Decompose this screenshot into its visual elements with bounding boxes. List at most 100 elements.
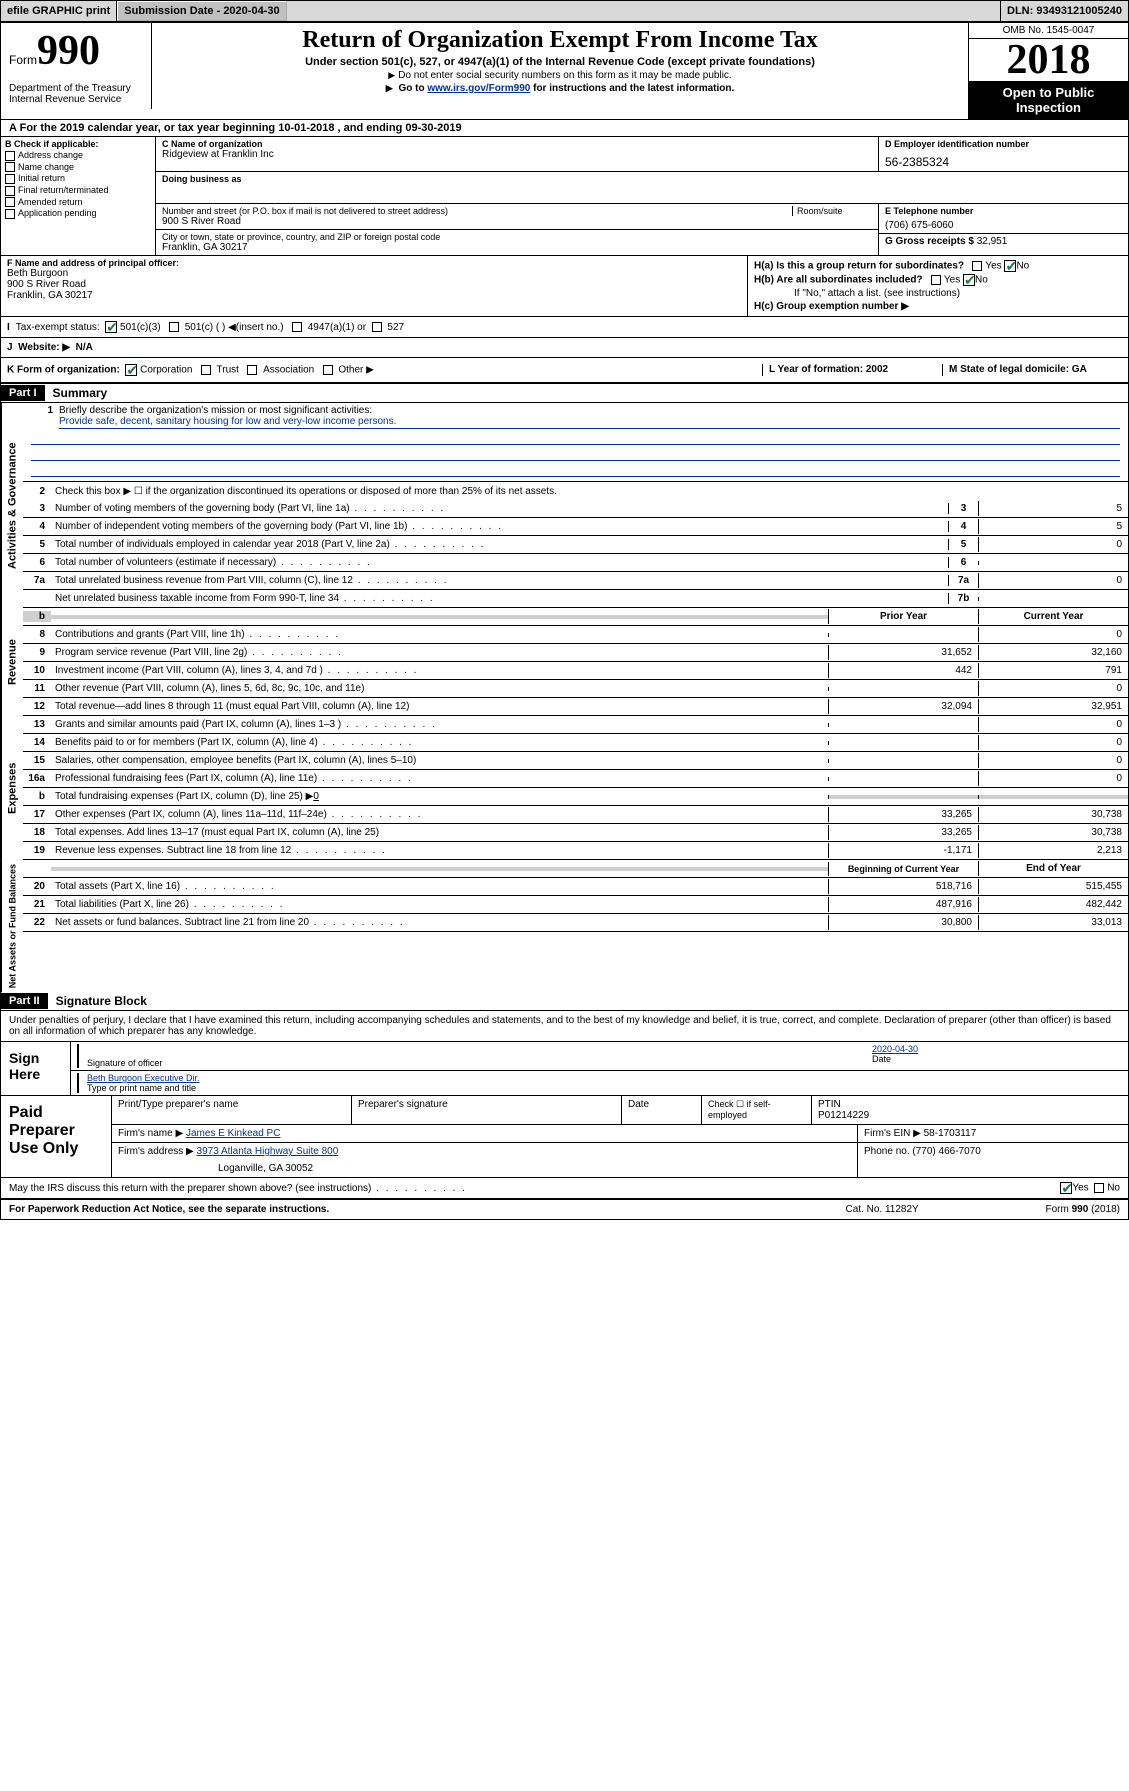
prep-h1: Print/Type preparer's name bbox=[112, 1096, 352, 1124]
section-b-row: B Check if applicable: Address change Na… bbox=[1, 137, 1128, 256]
line6: Total number of volunteers (estimate if … bbox=[51, 555, 948, 570]
ha-line: H(a) Is this a group return for subordin… bbox=[754, 260, 1122, 272]
tax-exempt-row: I Tax-exempt status: 501(c)(3) 501(c) ( … bbox=[1, 317, 1128, 338]
tax-exempt-lbl: Tax-exempt status: bbox=[16, 322, 100, 333]
firm-ein-cell: Firm's EIN ▶ 58-1703117 bbox=[858, 1125, 1128, 1142]
gross-box: G Gross receipts $ 32,951 bbox=[879, 234, 1128, 249]
b-label: B Check if applicable: bbox=[5, 139, 151, 149]
officer-addr2: Franklin, GA 30217 bbox=[7, 290, 741, 301]
form-990-page: efile GRAPHIC print Submission Date - 20… bbox=[0, 0, 1129, 1220]
chk-corp[interactable] bbox=[125, 364, 137, 376]
addr-row: Number and street (or P.O. box if mail i… bbox=[156, 204, 1128, 255]
addr-right: E Telephone number (706) 675-6060 G Gros… bbox=[878, 204, 1128, 255]
efile-text[interactable]: efile GRAPHIC print bbox=[7, 5, 110, 17]
chk-final[interactable]: Final return/terminated bbox=[5, 185, 151, 196]
chk-assoc[interactable] bbox=[247, 365, 257, 375]
state-domicile: M State of legal domicile: GA bbox=[942, 364, 1122, 376]
chk-address[interactable]: Address change bbox=[5, 150, 151, 161]
part1-title: Summary bbox=[45, 384, 116, 402]
chk-trust[interactable] bbox=[201, 365, 211, 375]
chk-discuss-no[interactable] bbox=[1094, 1183, 1104, 1193]
mission-text: Provide safe, decent, sanitary housing f… bbox=[59, 416, 1120, 429]
chk-501c3[interactable] bbox=[105, 321, 117, 333]
sign-here-row: Sign Here Signature of officer2020-04-30… bbox=[1, 1042, 1128, 1096]
prep-h2: Preparer's signature bbox=[352, 1096, 622, 1124]
discuss-row: May the IRS discuss this return with the… bbox=[1, 1178, 1128, 1200]
hdr-end: End of Year bbox=[978, 861, 1128, 876]
street-val: 900 S River Road bbox=[162, 216, 872, 227]
firm-name-cell: Firm's name ▶ James E Kinkead PC bbox=[112, 1125, 858, 1142]
ein-val: 56-2385324 bbox=[885, 155, 1122, 169]
hb-line: H(b) Are all subordinates included? Yes … bbox=[754, 274, 1122, 286]
officer-lbl: F Name and address of principal officer: bbox=[7, 258, 741, 268]
expenses-section: Expenses 13Grants and similar amounts pa… bbox=[1, 716, 1128, 860]
dln-label: DLN: 93493121005240 bbox=[1000, 1, 1128, 21]
declaration-text: Under penalties of perjury, I declare th… bbox=[1, 1011, 1128, 1042]
org-name: Ridgeview at Franklin Inc bbox=[162, 149, 872, 160]
chk-discuss-yes[interactable] bbox=[1060, 1182, 1072, 1194]
val4: 5 bbox=[978, 519, 1128, 534]
form-number: 990 bbox=[37, 28, 100, 74]
chk-namechange[interactable]: Name change bbox=[5, 162, 151, 173]
gross-lbl: G Gross receipts $ bbox=[885, 236, 977, 247]
part2-badge: Part II bbox=[1, 993, 48, 1009]
k-left: K Form of organization: Corporation Trus… bbox=[7, 364, 762, 376]
side-governance: Activities & Governance bbox=[1, 403, 23, 608]
form990-link[interactable]: www.irs.gov/Form990 bbox=[427, 83, 530, 94]
chk-other[interactable] bbox=[323, 365, 333, 375]
open-inspection: Open to Public Inspection bbox=[969, 81, 1128, 119]
tel-box: E Telephone number (706) 675-6060 bbox=[879, 204, 1128, 234]
preparer-row: Paid Preparer Use Only Print/Type prepar… bbox=[1, 1096, 1128, 1178]
group-return-box: H(a) Is this a group return for subordin… bbox=[748, 256, 1128, 316]
chk-4947[interactable] bbox=[292, 322, 302, 332]
mission-block: 1Briefly describe the organization's mis… bbox=[23, 403, 1128, 482]
website-val: N/A bbox=[76, 342, 93, 353]
val7a: 0 bbox=[978, 573, 1128, 588]
chk-527[interactable] bbox=[372, 322, 382, 332]
part1-header: Part I Summary bbox=[1, 384, 1128, 403]
chk-pending[interactable]: Application pending bbox=[5, 208, 151, 219]
efile-label: efile GRAPHIC print bbox=[1, 1, 117, 21]
footer-left: For Paperwork Reduction Act Notice, see … bbox=[9, 1204, 846, 1215]
hdr-beg: Beginning of Current Year bbox=[828, 862, 978, 876]
val6 bbox=[978, 561, 1128, 565]
topbar: efile GRAPHIC print Submission Date - 20… bbox=[1, 1, 1128, 23]
line5: Total number of individuals employed in … bbox=[51, 537, 948, 552]
form-org-row: K Form of organization: Corporation Trus… bbox=[1, 358, 1128, 384]
side-revenue: Revenue bbox=[1, 608, 23, 716]
year-formation: L Year of formation: 2002 bbox=[762, 364, 942, 376]
line7b: Net unrelated business taxable income fr… bbox=[51, 591, 948, 606]
note-ssn: Do not enter social security numbers on … bbox=[156, 70, 964, 81]
goto-pre: Go to bbox=[398, 83, 427, 94]
discuss-yn: Yes No bbox=[1060, 1182, 1120, 1194]
addr-left: Number and street (or P.O. box if mail i… bbox=[156, 204, 878, 255]
room-lbl: Room/suite bbox=[792, 206, 872, 216]
part2-title: Signature Block bbox=[48, 992, 155, 1010]
sig-name: Beth Burgoon Executive Dir. bbox=[87, 1073, 1122, 1083]
chk-501c[interactable] bbox=[169, 322, 179, 332]
officer-addr1: 900 S River Road bbox=[7, 279, 741, 290]
chk-initial[interactable]: Initial return bbox=[5, 173, 151, 184]
note-goto: Go to www.irs.gov/Form990 for instructio… bbox=[156, 83, 964, 94]
city-val: Franklin, GA 30217 bbox=[162, 242, 872, 253]
discuss-text: May the IRS discuss this return with the… bbox=[9, 1183, 1060, 1194]
city-lbl: City or town, state or province, country… bbox=[162, 232, 872, 242]
header-right: OMB No. 1545-0047 2018 Open to Public In… bbox=[968, 23, 1128, 119]
submission-date-btn[interactable]: Submission Date - 2020-04-30 bbox=[117, 1, 286, 21]
ptin-cell: PTINP01214229 bbox=[812, 1096, 1128, 1124]
goto-post: for instructions and the latest informat… bbox=[530, 83, 734, 94]
org-name-lbl: C Name of organization bbox=[162, 139, 872, 149]
form-title: Return of Organization Exempt From Incom… bbox=[156, 27, 964, 54]
preparer-label: Paid Preparer Use Only bbox=[1, 1096, 111, 1177]
val3: 5 bbox=[978, 501, 1128, 516]
gross-val: 32,951 bbox=[977, 236, 1008, 247]
officer-box: F Name and address of principal officer:… bbox=[1, 256, 748, 316]
dept-box: Department of the Treasury Internal Reve… bbox=[1, 79, 151, 109]
chk-amended[interactable]: Amended return bbox=[5, 197, 151, 208]
prep-h4: Check ☐ if self-employed bbox=[702, 1096, 812, 1124]
dept-treasury: Department of the Treasury bbox=[9, 83, 143, 94]
line2: Check this box ▶ ☐ if the organization d… bbox=[51, 484, 1128, 499]
val7b bbox=[978, 597, 1128, 601]
sign-here-label: Sign Here bbox=[1, 1042, 71, 1095]
side-expenses: Expenses bbox=[1, 716, 23, 860]
